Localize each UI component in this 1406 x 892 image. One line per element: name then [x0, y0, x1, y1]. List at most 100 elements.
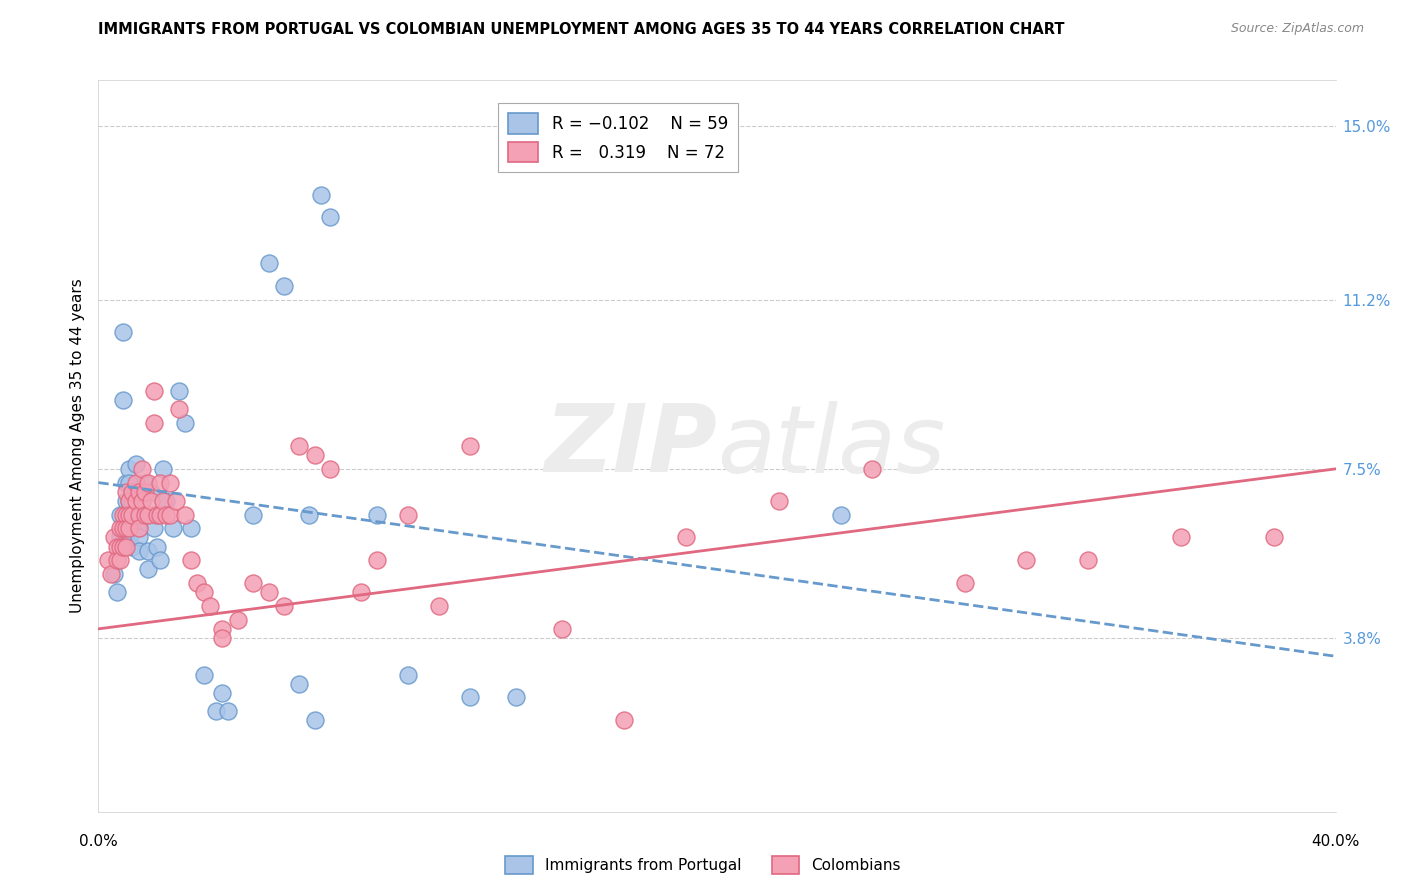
Point	[149, 553, 172, 567]
Point	[134, 475, 156, 490]
Point	[273, 599, 295, 613]
Point	[193, 667, 215, 681]
Point	[124, 458, 146, 472]
Point	[121, 484, 143, 499]
Point	[167, 384, 190, 399]
Text: Source: ZipAtlas.com: Source: ZipAtlas.com	[1230, 22, 1364, 36]
Point	[105, 585, 128, 599]
Point	[121, 540, 143, 554]
Point	[128, 508, 150, 522]
Point	[115, 521, 138, 535]
Point	[112, 508, 135, 522]
Point	[118, 521, 141, 535]
Point	[159, 508, 181, 522]
Point	[613, 714, 636, 728]
Point	[108, 553, 131, 567]
Point	[112, 325, 135, 339]
Point	[1263, 530, 1285, 544]
Text: ZIP: ZIP	[544, 400, 717, 492]
Point	[112, 393, 135, 408]
Point	[134, 508, 156, 522]
Point	[143, 521, 166, 535]
Point	[165, 493, 187, 508]
Point	[136, 475, 159, 490]
Point	[118, 493, 141, 508]
Point	[136, 508, 159, 522]
Point	[118, 475, 141, 490]
Point	[427, 599, 450, 613]
Point	[288, 439, 311, 453]
Point	[115, 508, 138, 522]
Text: 0.0%: 0.0%	[79, 834, 118, 849]
Point	[121, 508, 143, 522]
Point	[105, 540, 128, 554]
Point	[97, 553, 120, 567]
Point	[131, 484, 153, 499]
Point	[124, 475, 146, 490]
Point	[155, 493, 177, 508]
Point	[124, 493, 146, 508]
Point	[118, 530, 141, 544]
Point	[350, 585, 373, 599]
Point	[121, 508, 143, 522]
Point	[124, 484, 146, 499]
Y-axis label: Unemployment Among Ages 35 to 44 years: Unemployment Among Ages 35 to 44 years	[69, 278, 84, 614]
Point	[193, 585, 215, 599]
Point	[121, 521, 143, 535]
Point	[953, 576, 976, 591]
Text: atlas: atlas	[717, 401, 945, 491]
Point	[186, 576, 208, 591]
Point	[143, 508, 166, 522]
Point	[551, 622, 574, 636]
Point	[118, 516, 141, 531]
Point	[1170, 530, 1192, 544]
Point	[396, 667, 419, 681]
Point	[128, 484, 150, 499]
Point	[115, 493, 138, 508]
Point	[288, 676, 311, 690]
Point	[124, 508, 146, 522]
Point	[505, 690, 527, 705]
Point	[226, 613, 249, 627]
Point	[211, 622, 233, 636]
Point	[162, 521, 184, 535]
Point	[121, 493, 143, 508]
Point	[273, 279, 295, 293]
Point	[366, 508, 388, 522]
Point	[768, 493, 790, 508]
Point	[112, 540, 135, 554]
Point	[180, 521, 202, 535]
Text: 40.0%: 40.0%	[1312, 834, 1360, 849]
Point	[159, 475, 181, 490]
Point	[217, 704, 239, 718]
Point	[139, 493, 162, 508]
Point	[198, 599, 221, 613]
Point	[860, 462, 883, 476]
Point	[128, 521, 150, 535]
Point	[205, 704, 228, 718]
Point	[319, 462, 342, 476]
Point	[830, 508, 852, 522]
Point	[167, 402, 190, 417]
Point	[139, 484, 162, 499]
Point	[298, 508, 321, 522]
Point	[115, 475, 138, 490]
Point	[155, 508, 177, 522]
Legend: Immigrants from Portugal, Colombians: Immigrants from Portugal, Colombians	[499, 850, 907, 880]
Point	[304, 448, 326, 462]
Point	[128, 521, 150, 535]
Point	[174, 416, 197, 430]
Point	[1015, 553, 1038, 567]
Point	[118, 462, 141, 476]
Point	[143, 384, 166, 399]
Point	[458, 690, 481, 705]
Point	[134, 484, 156, 499]
Legend: R = −0.102    N = 59, R =   0.319    N = 72: R = −0.102 N = 59, R = 0.319 N = 72	[498, 103, 738, 172]
Point	[131, 508, 153, 522]
Point	[458, 439, 481, 453]
Point	[319, 211, 342, 225]
Point	[128, 508, 150, 522]
Point	[103, 530, 125, 544]
Point	[108, 530, 131, 544]
Point	[128, 530, 150, 544]
